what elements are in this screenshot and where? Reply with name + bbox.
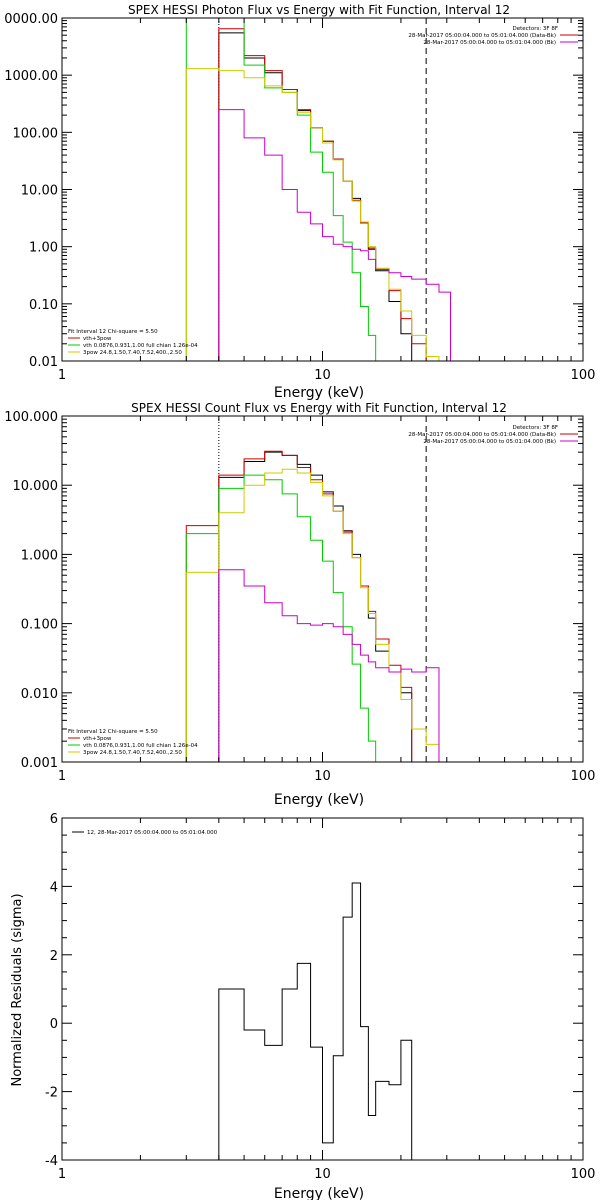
series-3pow xyxy=(185,68,440,361)
y-tick-label: 0.10 xyxy=(29,298,58,313)
legend-entry: 3pow 24.8,1.50,7.40,7.52,400.,2.50 xyxy=(83,350,182,356)
series-data-bk xyxy=(218,32,413,361)
series-data-bk xyxy=(218,451,413,762)
plot-area xyxy=(218,882,413,1160)
photon-flux-xlabel: Energy (keV) xyxy=(274,385,364,401)
y-tick-label: 100.000 xyxy=(4,410,58,425)
x-tick-label: 1 xyxy=(58,368,66,383)
y-tick-label: 0.010 xyxy=(21,687,58,702)
legend-entry: vth 0.0876,0.931,1.00 full chian 1.26e-0… xyxy=(83,343,198,349)
legend-entry: 12, 28-Mar-2017 05:00:04.000 to 05:01:04… xyxy=(87,830,218,836)
series-vth-3pow xyxy=(218,28,427,361)
x-tick-label: 10 xyxy=(314,368,331,383)
y-tick-label: 2 xyxy=(50,949,58,964)
legend-entry: 3pow 24.8,1.50,7.40,7.52,400.,2.50 xyxy=(83,750,182,756)
photon-flux-title: SPEX HESSI Photon Flux vs Energy with Fi… xyxy=(128,3,510,17)
y-tick-label: 0000.00 xyxy=(4,12,58,27)
y-tick-label: -4 xyxy=(45,1154,58,1169)
y-tick-label: -2 xyxy=(45,1086,58,1101)
residuals-panel: Energy (keV) Normalized Residuals (sigma… xyxy=(10,812,595,1200)
y-tick-label: 1000.00 xyxy=(4,69,58,84)
y-tick-label: 0 xyxy=(50,1017,58,1032)
plot-frame xyxy=(61,415,584,763)
x-tick-label: 100 xyxy=(571,1167,596,1182)
plot-area xyxy=(185,416,440,762)
count-flux-xlabel: Energy (keV) xyxy=(274,792,364,808)
y-tick-label: 0.01 xyxy=(29,355,58,370)
y-tick-label: 100.00 xyxy=(13,126,59,141)
plot-area xyxy=(185,18,451,361)
x-tick-label: 100 xyxy=(571,368,596,383)
x-tick-label: 10 xyxy=(314,769,331,784)
series-vth xyxy=(185,18,389,361)
series-vth xyxy=(185,474,377,762)
legend-entry: vth+3pow xyxy=(83,336,112,342)
info-line: 28-Mar-2017 05:00:04.000 to 05:01:04.000… xyxy=(408,33,556,39)
series-vth-3pow xyxy=(185,450,413,762)
legend-entry: vth 0.0876,0.931,1.00 full chian 1.26e-0… xyxy=(83,743,198,749)
info-line: 28-Mar-2017 05:00:04.000 to 05:01:04.000… xyxy=(408,432,556,438)
legend-entry: vth+3pow xyxy=(83,736,112,742)
legend-entry: Fit Interval 12 Chi-square = 5.50 xyxy=(68,729,158,735)
legend-entry: Fit Interval 12 Chi-square = 5.50 xyxy=(68,329,158,335)
y-tick-label: 4 xyxy=(50,880,58,895)
info-line: Detectors: 3F 8F xyxy=(512,425,558,431)
y-tick-label: 10.000 xyxy=(13,479,59,494)
info-line: Detectors: 3F 8F xyxy=(512,26,558,32)
y-tick-label: 1.00 xyxy=(29,241,58,256)
count-flux-title: SPEX HESSI Count Flux vs Energy with Fit… xyxy=(131,401,507,415)
series-3pow xyxy=(185,468,440,762)
series-bk xyxy=(218,569,440,762)
x-tick-label: 1 xyxy=(58,769,66,784)
plot-frame xyxy=(61,17,584,362)
y-tick-label: 10.00 xyxy=(21,184,58,199)
series-residuals xyxy=(218,882,413,1160)
residuals-xlabel: Energy (keV) xyxy=(274,1186,364,1200)
x-tick-label: 10 xyxy=(314,1167,331,1182)
y-tick-label: 0.001 xyxy=(21,756,58,771)
count-flux-panel: SPEX HESSI Count Flux vs Energy with Fit… xyxy=(4,401,595,808)
info-line: 28-Mar-2017 05:00:04.000 to 05:01:04.000… xyxy=(423,40,556,46)
y-tick-label: 1.000 xyxy=(21,548,58,563)
residuals-ylabel: Normalized Residuals (sigma) xyxy=(10,893,25,1086)
y-tick-label: 6 xyxy=(50,812,58,827)
info-line: 28-Mar-2017 05:00:04.000 to 05:01:04.000… xyxy=(423,439,556,445)
series-bk xyxy=(218,109,451,361)
x-tick-label: 100 xyxy=(571,769,596,784)
x-tick-label: 1 xyxy=(58,1167,66,1182)
y-tick-label: 0.100 xyxy=(21,618,58,633)
photon-flux-panel: SPEX HESSI Photon Flux vs Energy with Fi… xyxy=(4,3,595,401)
